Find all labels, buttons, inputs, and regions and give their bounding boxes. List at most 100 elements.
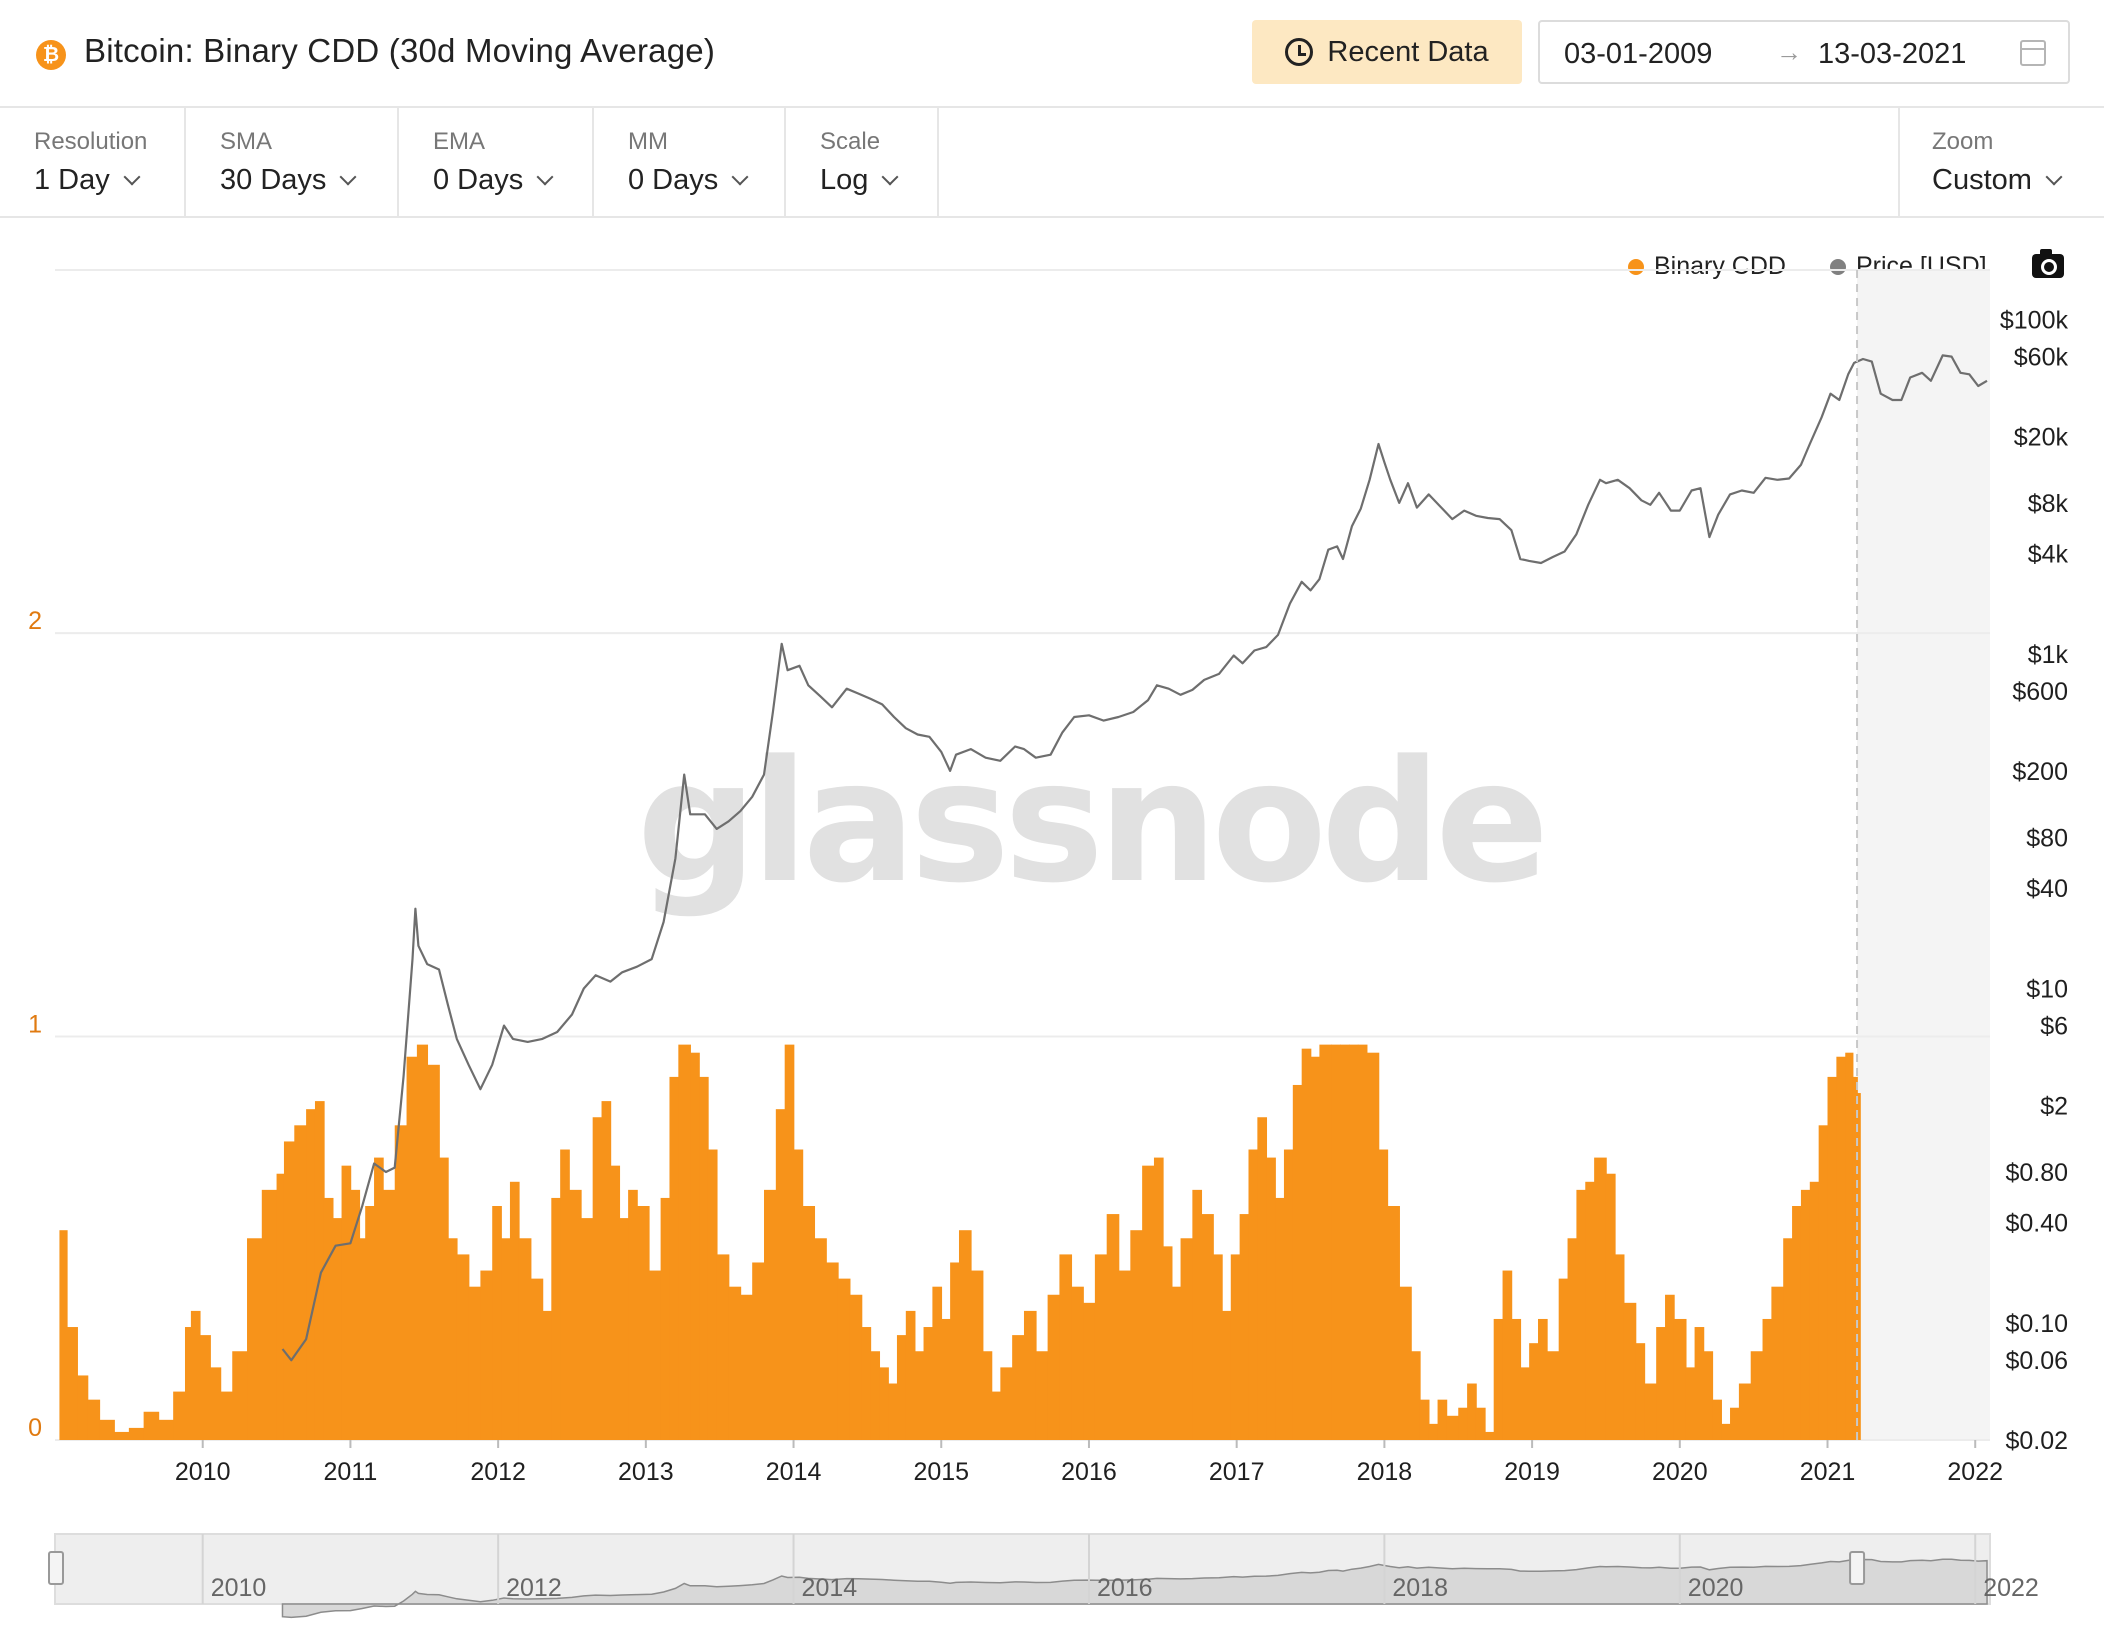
cdd-bar (1047, 1294, 1061, 1440)
cdd-bar (1730, 1407, 1740, 1440)
cdd-bar (190, 1310, 201, 1440)
cdd-bar (1192, 1189, 1203, 1440)
scale-dropdown[interactable]: Scale Log (786, 108, 939, 216)
cdd-bar (958, 1230, 972, 1440)
cdd-bar (1800, 1189, 1811, 1440)
cdd-bar (1153, 1157, 1164, 1440)
cdd-bar (619, 1218, 629, 1440)
price-line (281, 354, 1988, 1362)
control-label: MM (628, 128, 668, 155)
mm-dropdown[interactable]: MM 0 Days (594, 108, 786, 216)
cdd-bar (1827, 1076, 1838, 1440)
cdd-bar (1558, 1278, 1569, 1440)
cdd-bar (1538, 1318, 1548, 1440)
date-to-field[interactable]: 13-03-2021 (1818, 38, 1967, 70)
cdd-bar (1712, 1399, 1722, 1440)
y-right-tick-label: $60k (2014, 344, 2069, 372)
cdd-bar (1546, 1351, 1560, 1440)
cdd-bar (1180, 1238, 1194, 1440)
date-from-field[interactable]: 03-01-2009 (1564, 38, 1713, 70)
x-tick-label: 2016 (1061, 1458, 1117, 1486)
cdd-bar (382, 1189, 396, 1440)
cdd-bar (59, 1230, 68, 1440)
recent-data-button[interactable]: Recent Data (1252, 20, 1522, 84)
cdd-bar (870, 1351, 881, 1440)
cdd-bar (1340, 1044, 1350, 1440)
control-label: SMA (220, 128, 273, 155)
zoom-dropdown[interactable]: Zoom Custom (1898, 108, 2104, 216)
date-range-picker[interactable]: 03-01-2009 → 13-03-2021 (1538, 20, 2070, 84)
y-left-tick-label: 0 (28, 1414, 42, 1442)
cdd-bar (610, 1165, 621, 1440)
control-label: Zoom (1932, 128, 1994, 155)
cdd-bar (1665, 1294, 1675, 1440)
camera-icon[interactable] (2032, 249, 2064, 278)
y-right-tick-label: $8k (2028, 490, 2069, 518)
cdd-bar (1348, 1044, 1359, 1440)
x-tick-label: 2018 (1357, 1458, 1413, 1486)
cdd-bar (1852, 1076, 1858, 1440)
cdd-bar (468, 1286, 482, 1440)
cdd-bar (1857, 1093, 1861, 1440)
cdd-bar (923, 1327, 934, 1440)
cdd-bar (728, 1286, 742, 1440)
cdd-bar (1248, 1149, 1259, 1440)
cdd-bar (1283, 1149, 1294, 1440)
clock-icon (1285, 38, 1314, 66)
cdd-bar (247, 1238, 263, 1440)
cdd-bar (306, 1109, 316, 1440)
control-value: Log (820, 164, 899, 197)
navigator-handle-left[interactable] (48, 1551, 64, 1585)
sma-dropdown[interactable]: SMA 30 Days (186, 108, 399, 216)
cdd-bar (439, 1157, 449, 1440)
resolution-dropdown[interactable]: Resolution 1 Day (0, 108, 186, 216)
cdd-bar (1467, 1383, 1477, 1440)
cdd-bar (492, 1206, 502, 1440)
cdd-bar (1012, 1335, 1025, 1440)
cdd-bar (1446, 1415, 1460, 1440)
chevron-down-icon (731, 168, 749, 186)
cdd-bar (114, 1431, 130, 1440)
cdd-bar (1419, 1399, 1430, 1440)
cdd-bar (660, 1197, 671, 1440)
cdd-bar (1118, 1270, 1132, 1440)
cdd-bar (480, 1270, 494, 1440)
cdd-bar (1366, 1052, 1380, 1440)
chevron-down-icon (2045, 168, 2063, 186)
cdd-bar (592, 1117, 603, 1440)
cdd-bar (1213, 1254, 1223, 1440)
navigator-tick-label: 2022 (1983, 1574, 2039, 1602)
cdd-bar (1644, 1383, 1657, 1440)
cdd-bar (1484, 1431, 1495, 1440)
navigator-handle-right[interactable] (1849, 1551, 1866, 1585)
cdd-bar (332, 1218, 343, 1440)
cdd-bar (294, 1125, 307, 1440)
cdd-bar (1605, 1173, 1616, 1440)
navigator-tick-label: 2014 (802, 1574, 858, 1602)
cdd-bar (210, 1367, 222, 1440)
cdd-bar (143, 1411, 160, 1440)
cdd-bar (580, 1218, 594, 1440)
ema-dropdown[interactable]: EMA 0 Days (399, 108, 594, 216)
cdd-bar (569, 1189, 582, 1440)
control-value: 0 Days (433, 164, 554, 197)
cdd-bar (1239, 1214, 1250, 1440)
cdd-bar (261, 1189, 278, 1440)
cdd-bar (530, 1278, 544, 1440)
calendar-icon[interactable] (2020, 40, 2046, 66)
x-tick-label: 2015 (913, 1458, 969, 1486)
cdd-bar (1410, 1351, 1421, 1440)
cdd-bar (1257, 1117, 1268, 1440)
navigator-tick-label: 2018 (1392, 1574, 1448, 1602)
cdd-bar (1703, 1351, 1714, 1440)
cdd-bar (1818, 1125, 1829, 1440)
cdd-bar (128, 1427, 145, 1440)
legend-label: Binary CDD (1654, 252, 1786, 280)
cdd-bar (1023, 1310, 1037, 1440)
cdd-bar (1694, 1327, 1705, 1440)
cdd-bar (1656, 1327, 1666, 1440)
cdd-bar (199, 1335, 211, 1440)
cdd-bar (77, 1375, 89, 1440)
cdd-bar (707, 1149, 718, 1440)
cdd-bar (1142, 1165, 1155, 1440)
